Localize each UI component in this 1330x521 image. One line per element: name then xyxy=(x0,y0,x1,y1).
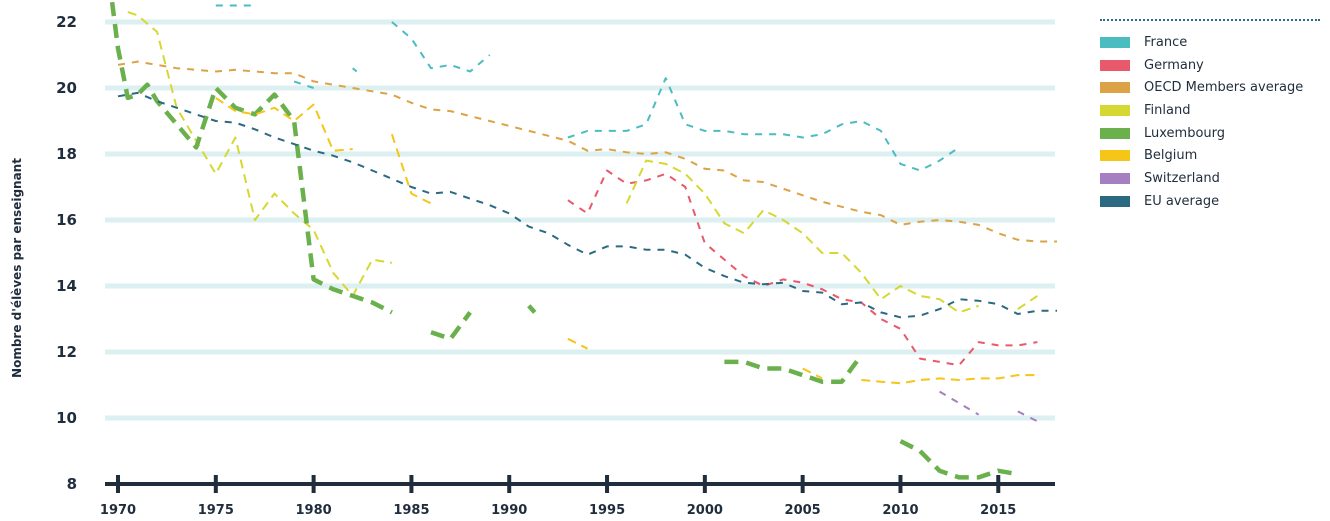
series-line-luxembourg-3 xyxy=(527,304,537,314)
series-line-switzerland-1 xyxy=(939,390,980,416)
y-tick-label-20: 20 xyxy=(56,79,77,97)
series-line-belgium-4 xyxy=(802,367,823,380)
x-axis: 1970 1975 1980 1985 1990 1995 2000 2005 2010 2015 xyxy=(100,475,1055,518)
legend-label: Finland xyxy=(1144,102,1191,118)
series-line-france-3 xyxy=(352,67,358,73)
legend-item-oecd-members-average: OECD Members average xyxy=(1100,76,1320,99)
legend-item-belgium: Belgium xyxy=(1100,144,1320,167)
legend-label: Switzerland xyxy=(1144,170,1220,186)
legend-swatch xyxy=(1100,36,1130,48)
legend-swatch xyxy=(1100,172,1130,184)
y-tick-label-8: 8 xyxy=(67,475,77,493)
y-tick-label-16: 16 xyxy=(56,211,77,229)
series-line-luxembourg-2 xyxy=(430,311,472,342)
series-line-eu-average-1 xyxy=(117,91,1057,319)
x-tick-label-1970: 1970 xyxy=(100,503,136,518)
series-line-finland-1 xyxy=(127,11,393,297)
gridlines xyxy=(105,19,1055,421)
x-tick-label-2010: 2010 xyxy=(882,503,918,518)
legend-item-switzerland: Switzerland xyxy=(1100,167,1320,190)
y-tick-label-22: 22 xyxy=(56,13,77,31)
series-line-belgium-5 xyxy=(861,374,1038,385)
series-line-belgium-3 xyxy=(567,337,588,350)
series-line-france-4 xyxy=(391,21,491,73)
x-tick-label-1995: 1995 xyxy=(589,503,625,518)
legend-item-france: France xyxy=(1100,31,1320,54)
x-tick-label-1980: 1980 xyxy=(296,503,332,518)
x-tick-label-2005: 2005 xyxy=(785,503,821,518)
legend-swatch xyxy=(1100,104,1130,116)
y-tick-label-14: 14 xyxy=(56,277,77,295)
legend-swatch xyxy=(1100,195,1130,207)
legend-swatch xyxy=(1100,59,1130,71)
legend-divider xyxy=(1100,19,1320,21)
series-line-belgium-1 xyxy=(215,97,353,152)
series-line-belgium-2 xyxy=(390,133,432,205)
legend: France Germany OECD Members average Finland… xyxy=(1100,19,1320,213)
legend-swatch xyxy=(1100,127,1130,139)
legend-item-eu-average: EU average xyxy=(1100,190,1320,213)
legend-label: Germany xyxy=(1144,57,1204,73)
legend-label: France xyxy=(1144,34,1188,50)
x-tick-label-1975: 1975 xyxy=(198,503,234,518)
legend-item-luxembourg: Luxembourg xyxy=(1100,122,1320,145)
series-line-oecd-members-average-1 xyxy=(117,60,1057,243)
y-axis-ticks: 8 10 12 14 16 18 20 22 xyxy=(56,13,77,493)
series-line-france-5 xyxy=(567,77,960,172)
series-line-luxembourg-4 xyxy=(724,353,864,384)
legend-item-germany: Germany xyxy=(1100,54,1320,77)
series-line-finland-3 xyxy=(1017,295,1038,310)
legend-label: Belgium xyxy=(1144,148,1198,164)
series-line-luxembourg-5 xyxy=(899,439,1019,480)
series-line-france-2 xyxy=(293,80,314,89)
series-line-germany-1 xyxy=(567,169,1038,367)
y-tick-label-12: 12 xyxy=(56,343,77,361)
series-line-switzerland-2 xyxy=(1017,410,1038,423)
y-tick-label-10: 10 xyxy=(56,409,77,427)
x-tick-label-2000: 2000 xyxy=(687,503,723,518)
legend-label: EU average xyxy=(1144,193,1220,209)
legend-items: France Germany OECD Members average Finland… xyxy=(1100,31,1320,213)
series-layer xyxy=(109,1,1057,480)
legend-swatch xyxy=(1100,150,1130,162)
y-tick-label-18: 18 xyxy=(56,145,77,163)
x-tick-label-1990: 1990 xyxy=(491,503,527,518)
y-axis-label: Nombre d'élèves par enseignant xyxy=(10,158,24,378)
series-line-luxembourg-1 xyxy=(109,1,393,315)
series-line-finland-2 xyxy=(625,159,980,314)
legend-label: Luxembourg xyxy=(1144,125,1226,141)
legend-item-finland: Finland xyxy=(1100,99,1320,122)
x-tick-label-2015: 2015 xyxy=(980,503,1016,518)
legend-label: OECD Members average xyxy=(1144,80,1304,96)
legend-swatch xyxy=(1100,82,1130,94)
x-tick-label-1985: 1985 xyxy=(393,503,429,518)
